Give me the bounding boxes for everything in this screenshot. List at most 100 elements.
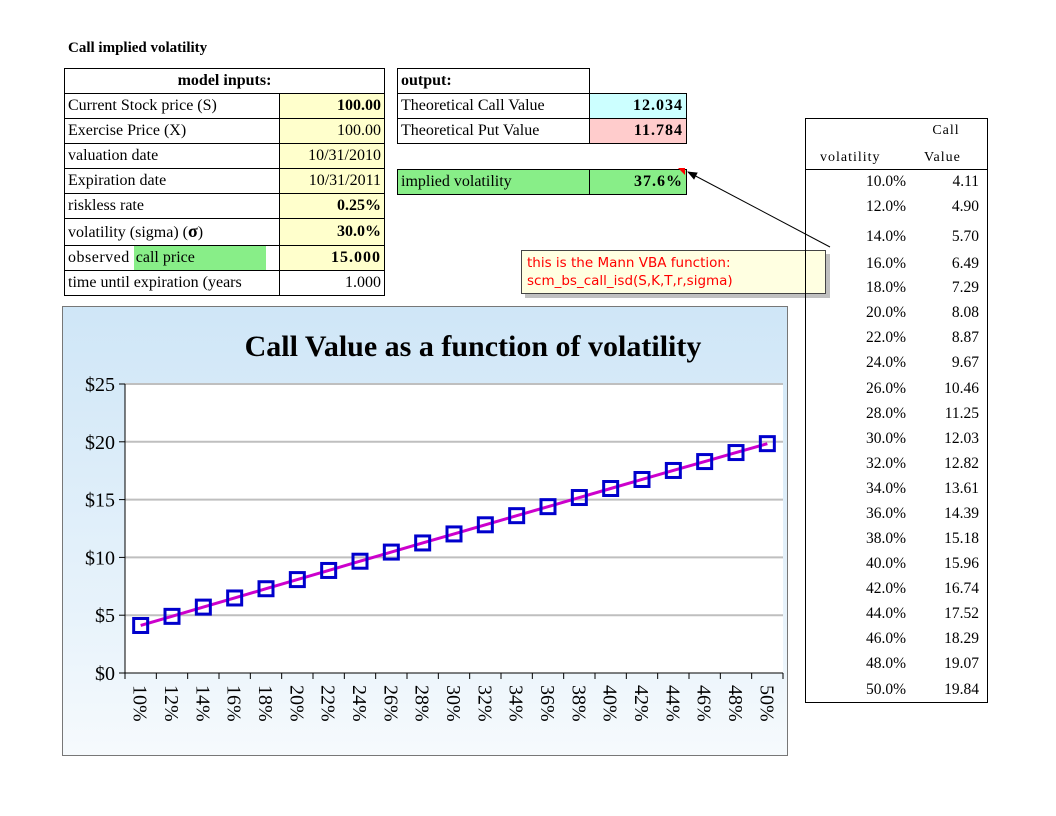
value-table-volatility-cell: 22.0% bbox=[865, 329, 906, 346]
value-table-row[interactable]: 18.0% 7.29 bbox=[806, 276, 989, 300]
value-table-row[interactable]: 32.0% 12.82 bbox=[806, 452, 989, 476]
value-table-volatility-cell: 12.0% bbox=[865, 198, 906, 215]
x-tick-label: 30% bbox=[442, 685, 464, 722]
x-tick-label: 14% bbox=[191, 685, 213, 722]
x-tick-label: 22% bbox=[317, 685, 339, 722]
model-inputs-header: model inputs: bbox=[64, 68, 385, 94]
x-tick-label: 32% bbox=[473, 685, 495, 722]
output-put-value[interactable]: 11.784 bbox=[589, 118, 687, 144]
input-label-riskless-rate[interactable]: riskless rate bbox=[64, 193, 280, 219]
value-table-row[interactable]: 50.0% 19.84 bbox=[806, 678, 989, 702]
y-tick-label: $20 bbox=[85, 432, 115, 454]
value-table-divider bbox=[806, 169, 987, 170]
value-table-row[interactable]: 36.0% 14.39 bbox=[806, 502, 989, 526]
output-label-call-value[interactable]: Theoretical Call Value bbox=[397, 93, 590, 119]
chart-svg: Call Value as a function of volatility $0… bbox=[85, 330, 784, 722]
value-table-volatility-cell: 20.0% bbox=[865, 304, 906, 321]
output-call-value[interactable]: 12.034 bbox=[589, 93, 687, 119]
value-table-row[interactable]: 28.0% 11.25 bbox=[806, 402, 989, 426]
input-expiration-date[interactable]: 10/31/2011 bbox=[279, 168, 385, 194]
model-inputs-table: model inputs: Current Stock price (S) 10… bbox=[64, 68, 385, 296]
data-point-marker bbox=[727, 444, 745, 462]
data-point-marker bbox=[288, 571, 306, 589]
value-table-volatility-cell: 14.0% bbox=[865, 228, 906, 245]
value-table-row[interactable]: 48.0% 19.07 bbox=[806, 652, 989, 676]
comment-indicator-icon[interactable] bbox=[678, 168, 685, 175]
input-valuation-date[interactable]: 10/31/2010 bbox=[279, 143, 385, 169]
data-point-marker bbox=[602, 480, 620, 498]
input-riskless-rate[interactable]: 0.25% bbox=[279, 193, 385, 219]
data-point-marker bbox=[664, 461, 682, 479]
value-table-value-cell: 9.67 bbox=[951, 354, 979, 371]
value-table-volatility-cell: 34.0% bbox=[865, 480, 906, 497]
input-volatility[interactable]: 30.0% bbox=[279, 218, 385, 246]
value-table-row[interactable]: 38.0% 15.18 bbox=[806, 527, 989, 551]
value-table-volatility-cell: 24.0% bbox=[865, 354, 906, 371]
value-table-volatility-cell: 40.0% bbox=[865, 555, 906, 572]
value-table-row[interactable]: 12.0% 4.90 bbox=[806, 195, 989, 219]
value-table-value-cell: 4.11 bbox=[952, 173, 979, 190]
data-point-marker bbox=[758, 435, 776, 453]
input-time-until-expiration[interactable]: 1.000 bbox=[279, 270, 385, 296]
y-tick-label: $0 bbox=[95, 663, 115, 685]
y-tick-label: $15 bbox=[85, 490, 115, 512]
implied-volatility-label[interactable]: implied volatility bbox=[397, 169, 590, 195]
data-point-marker bbox=[570, 489, 588, 507]
value-table-row[interactable]: 14.0% 5.70 bbox=[806, 225, 989, 249]
value-table-row[interactable]: 10.0% 4.11 bbox=[806, 170, 989, 194]
call-value-chart[interactable]: Call Value as a function of volatility $0… bbox=[62, 306, 788, 756]
value-table-row[interactable]: 16.0% 6.49 bbox=[806, 252, 989, 276]
value-table-row[interactable]: 44.0% 17.52 bbox=[806, 602, 989, 626]
value-table-value-cell: 12.82 bbox=[944, 455, 979, 472]
data-point-marker bbox=[539, 498, 557, 516]
outputs-table: output: Theoretical Call Value 12.034 Th… bbox=[397, 68, 687, 144]
value-table-value-cell: 6.49 bbox=[951, 255, 979, 272]
value-table-volatility-cell: 32.0% bbox=[865, 455, 906, 472]
value-table-volatility-cell: 36.0% bbox=[865, 505, 906, 522]
x-tick-label: 48% bbox=[724, 685, 746, 722]
data-point-marker bbox=[508, 507, 526, 525]
x-tick-label: 16% bbox=[223, 685, 245, 722]
input-label-observed-call-price[interactable]: observed call price bbox=[64, 245, 280, 271]
value-table-row[interactable]: 24.0% 9.67 bbox=[806, 351, 989, 375]
value-table-value-cell: 13.61 bbox=[944, 480, 979, 497]
x-tick-label: 24% bbox=[348, 685, 370, 722]
comment-box[interactable]: this is the Mann VBA function: scm_bs_ca… bbox=[521, 250, 826, 294]
value-table-row[interactable]: 30.0% 12.03 bbox=[806, 427, 989, 451]
input-label-time-until-expiration[interactable]: time until expiration (years bbox=[64, 270, 280, 296]
data-point-marker bbox=[132, 616, 150, 634]
value-table-volatility-cell: 16.0% bbox=[865, 255, 906, 272]
y-tick-label: $25 bbox=[85, 374, 115, 396]
value-table-volatility-cell: 10.0% bbox=[865, 173, 906, 190]
data-point-marker bbox=[696, 453, 714, 471]
input-label-valuation-date[interactable]: valuation date bbox=[64, 143, 280, 169]
value-table-header-value: Value bbox=[924, 150, 961, 165]
value-table-row[interactable]: 22.0% 8.87 bbox=[806, 326, 989, 350]
value-table-row[interactable]: 34.0% 13.61 bbox=[806, 477, 989, 501]
x-tick-label: 34% bbox=[505, 685, 527, 722]
value-table-value-cell: 19.84 bbox=[944, 681, 979, 698]
value-table-value-cell: 5.70 bbox=[951, 228, 979, 245]
input-observed-call-price[interactable]: 15.000 bbox=[279, 245, 385, 271]
call-value-table: Call volatility Value 10.0% 4.11 12.0% 4.90… bbox=[805, 118, 988, 703]
value-table-value-cell: 16.74 bbox=[944, 580, 979, 597]
output-label-put-value[interactable]: Theoretical Put Value bbox=[397, 118, 590, 144]
value-table-row[interactable]: 26.0% 10.46 bbox=[806, 377, 989, 401]
value-table-volatility-cell: 38.0% bbox=[865, 530, 906, 547]
value-table-value-cell: 11.25 bbox=[944, 405, 979, 422]
value-table-row[interactable]: 40.0% 15.96 bbox=[806, 552, 989, 576]
volatility-label-close: ) bbox=[197, 224, 204, 241]
data-point-marker bbox=[414, 534, 432, 552]
value-table-volatility-cell: 50.0% bbox=[865, 681, 906, 698]
data-point-marker bbox=[351, 552, 369, 570]
data-point-marker bbox=[382, 543, 400, 561]
input-label-expiration-date[interactable]: Expiration date bbox=[64, 168, 280, 194]
value-table-row[interactable]: 20.0% 8.08 bbox=[806, 301, 989, 325]
x-tick-label: 28% bbox=[411, 685, 433, 722]
value-table-row[interactable]: 46.0% 18.29 bbox=[806, 627, 989, 651]
value-table-row[interactable]: 42.0% 16.74 bbox=[806, 577, 989, 601]
x-tick-label: 36% bbox=[536, 685, 558, 722]
input-label-stock-price[interactable]: Current Stock price (S) bbox=[64, 93, 280, 119]
input-label-exercise-price[interactable]: Exercise Price (X) bbox=[64, 118, 280, 144]
implied-volatility-value[interactable]: 37.6% bbox=[589, 169, 687, 195]
